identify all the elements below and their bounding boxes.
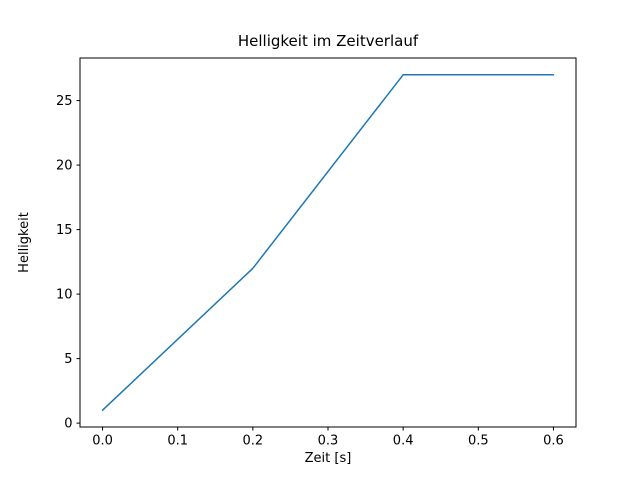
x-tick-label: 0.2 xyxy=(243,434,264,449)
x-tick-label: 0.0 xyxy=(92,434,113,449)
x-tick-label: 0.3 xyxy=(318,434,339,449)
y-tick-label: 10 xyxy=(56,288,73,303)
chart-title: Helligkeit im Zeitverlauf xyxy=(238,32,419,50)
y-axis-ticks: 0 5 10 15 20 25 xyxy=(56,94,80,432)
x-tick-label: 0.1 xyxy=(167,434,188,449)
y-tick-label: 20 xyxy=(56,159,73,174)
y-tick-label: 25 xyxy=(56,94,73,109)
x-tick-label: 0.4 xyxy=(393,434,414,449)
x-axis-label: Zeit [s] xyxy=(305,451,352,466)
y-axis-label: Helligkeit xyxy=(17,212,32,273)
y-tick-label: 15 xyxy=(56,223,73,238)
axes-frame xyxy=(79,57,577,428)
x-tick-label: 0.5 xyxy=(468,434,489,449)
data-line xyxy=(101,74,555,411)
x-tick-label: 0.6 xyxy=(543,434,564,449)
x-axis-ticks: 0.0 0.1 0.2 0.3 0.4 0.5 0.6 xyxy=(92,427,564,449)
y-tick-label: 5 xyxy=(64,352,72,367)
y-tick-label: 0 xyxy=(64,417,72,432)
